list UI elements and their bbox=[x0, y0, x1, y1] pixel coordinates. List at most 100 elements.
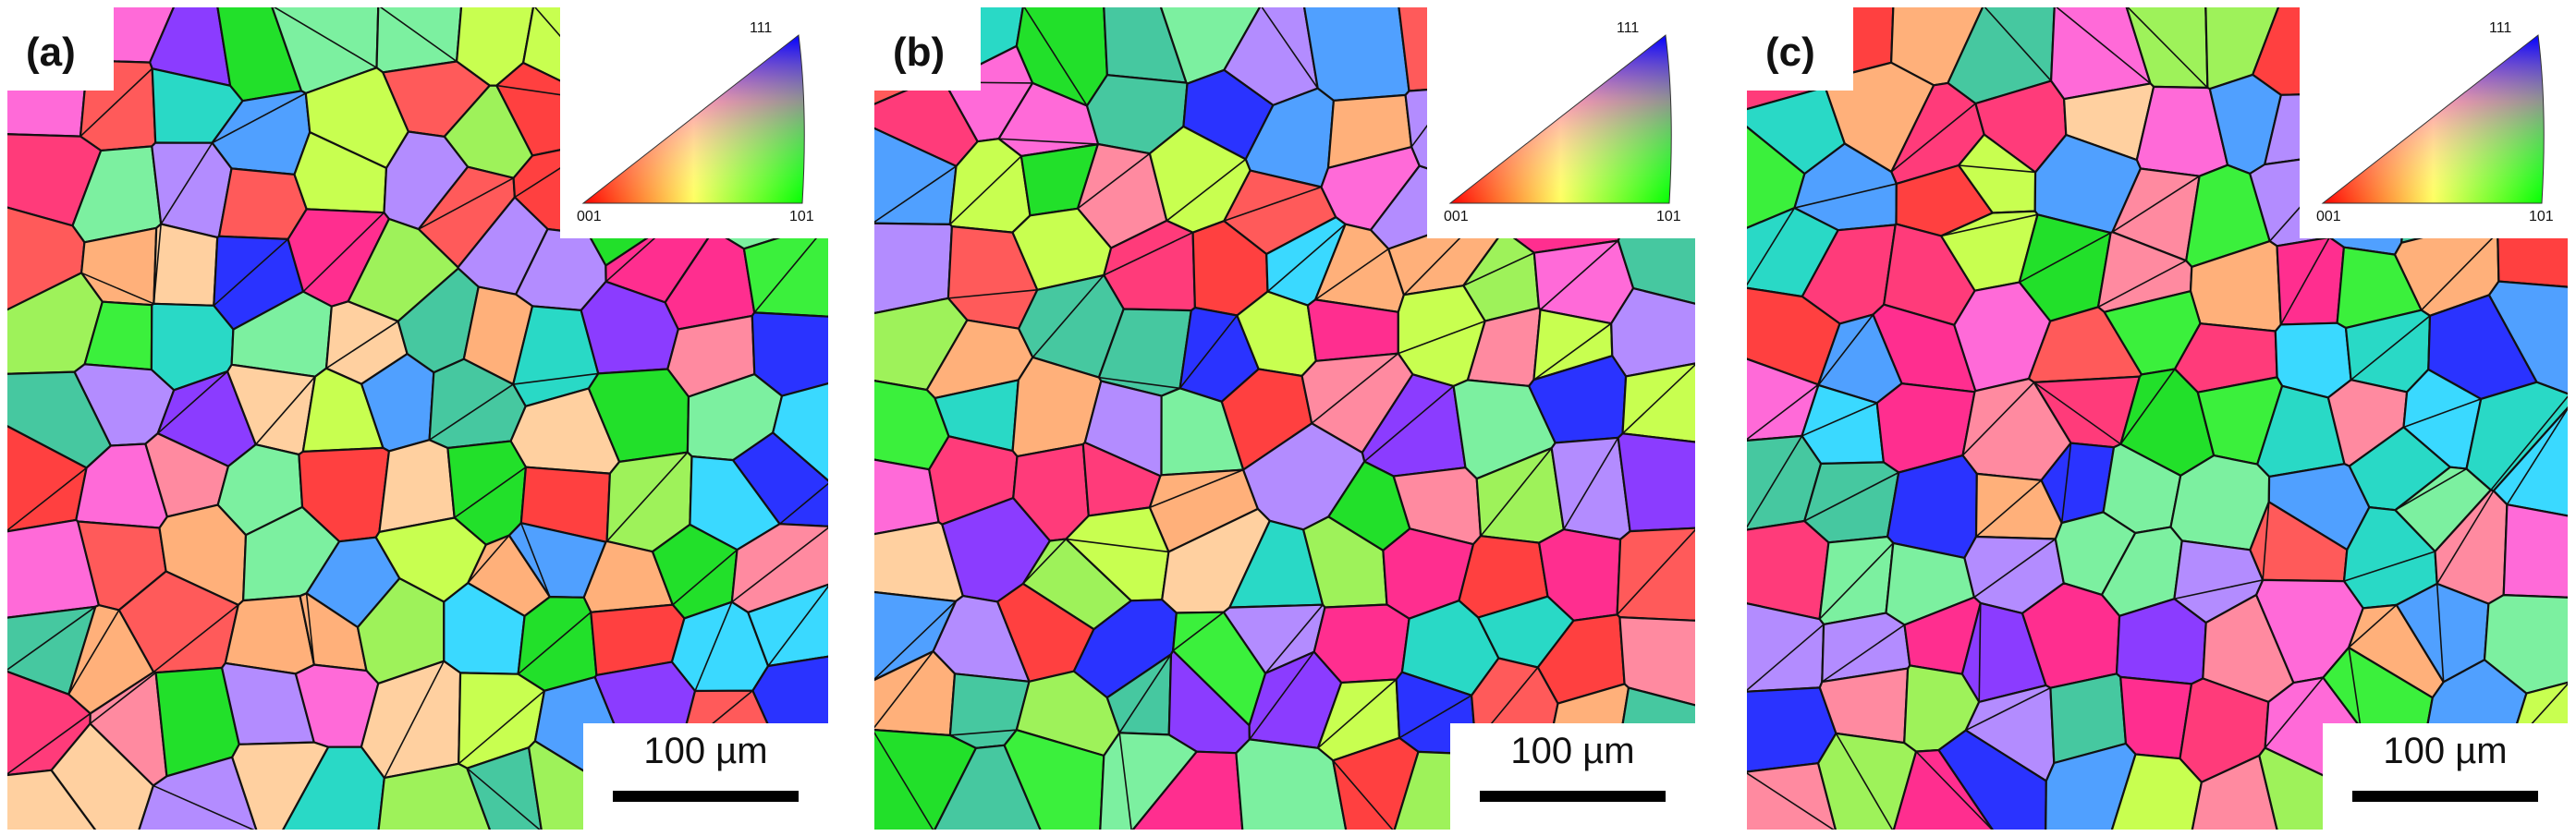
twin-boundary bbox=[466, 768, 541, 830]
twin-boundary bbox=[2174, 579, 2264, 600]
twin-boundary bbox=[7, 466, 88, 531]
twin-boundary bbox=[1803, 471, 1899, 522]
twin-boundary bbox=[1098, 376, 1180, 390]
ipf-legend: 111 001 101 bbox=[1427, 7, 1695, 238]
twin-boundary bbox=[1563, 437, 1619, 530]
twin-boundary bbox=[458, 690, 545, 765]
ipf-label-111: 111 bbox=[1617, 20, 1640, 36]
twin-boundary bbox=[2436, 583, 2445, 683]
ipf-triangle bbox=[2321, 34, 2545, 204]
grain bbox=[2115, 598, 2207, 685]
twin-boundary bbox=[2127, 7, 2208, 89]
panel-label: (c) bbox=[1765, 30, 1815, 75]
grain bbox=[1617, 432, 1695, 533]
twin-boundary bbox=[606, 452, 689, 542]
twin-boundary bbox=[1817, 314, 1874, 386]
ipf-triangle-overlay bbox=[581, 34, 805, 204]
grain bbox=[2502, 503, 2568, 599]
twin-boundary bbox=[2060, 442, 2072, 524]
twin-boundary bbox=[874, 165, 957, 224]
ipf-triangle bbox=[1448, 34, 1672, 204]
twin-boundary bbox=[520, 522, 551, 598]
scale-bar: 100 µm bbox=[1450, 723, 1695, 830]
twin-boundary bbox=[1032, 274, 1105, 358]
twin-boundary bbox=[153, 604, 239, 673]
twin-boundary bbox=[418, 177, 514, 230]
grain-map bbox=[7, 7, 828, 830]
twin-boundary bbox=[79, 67, 153, 138]
twin-boundary bbox=[153, 224, 162, 304]
ipf-label-101: 101 bbox=[789, 209, 814, 224]
twin-boundary bbox=[1314, 248, 1389, 301]
twin-boundary bbox=[2348, 604, 2398, 648]
twin-boundary bbox=[2033, 382, 2121, 445]
scale-bar-label: 100 µm bbox=[643, 731, 768, 771]
twin-boundary bbox=[1023, 7, 1088, 106]
twin-boundary bbox=[2097, 260, 2187, 309]
twin-boundary bbox=[1317, 678, 1398, 749]
twin-boundary bbox=[90, 672, 157, 725]
twin-boundary bbox=[2490, 395, 2568, 491]
twin-boundary bbox=[2343, 551, 2436, 582]
twin-boundary bbox=[80, 272, 154, 305]
twin-boundary bbox=[2436, 490, 2495, 585]
twin-boundary bbox=[1118, 653, 1172, 733]
twin-boundary bbox=[1794, 183, 1898, 209]
twin-boundary bbox=[1266, 224, 1347, 293]
scale-bar-label: 100 µm bbox=[2383, 731, 2508, 771]
twin-boundary bbox=[1166, 158, 1247, 222]
grain bbox=[378, 439, 456, 534]
twin-boundary bbox=[1747, 624, 1825, 692]
twin-boundary bbox=[874, 731, 934, 830]
twin-boundary bbox=[1066, 538, 1169, 553]
grain bbox=[2276, 236, 2346, 326]
twin-boundary bbox=[213, 238, 289, 307]
twin-boundary bbox=[7, 712, 92, 775]
twin-boundary bbox=[1801, 402, 1878, 437]
twin-boundary bbox=[1172, 612, 1225, 652]
twin-boundary bbox=[1480, 447, 1553, 537]
ipf-label-101: 101 bbox=[2529, 209, 2554, 224]
ebsd-panel-a: (a) 111 001 101 100 µm bbox=[7, 7, 828, 830]
grain bbox=[2487, 280, 2568, 395]
twin-boundary bbox=[874, 650, 934, 729]
twin-boundary bbox=[1398, 320, 1485, 355]
ebsd-panel-c: (c) 111 001 101 100 µm bbox=[1747, 7, 2568, 830]
twin-boundary bbox=[2403, 398, 2482, 429]
twin-boundary bbox=[273, 7, 377, 68]
twin-boundary bbox=[949, 155, 1022, 225]
ipf-legend: 111 001 101 bbox=[2300, 7, 2568, 238]
twin-boundary bbox=[7, 606, 96, 671]
twin-boundary bbox=[694, 601, 733, 692]
panel-label-box: (b) bbox=[874, 7, 981, 91]
ipf-triangle bbox=[581, 34, 805, 204]
twin-boundary bbox=[672, 549, 739, 606]
twin-boundary bbox=[1022, 538, 1067, 585]
twin-boundary bbox=[2056, 7, 2152, 85]
scale-bar: 100 µm bbox=[583, 723, 828, 830]
twin-boundary bbox=[1249, 651, 1315, 740]
ipf-label-101: 101 bbox=[1656, 209, 1681, 224]
twin-boundary bbox=[1835, 733, 1894, 830]
twin-boundary bbox=[67, 609, 120, 696]
grain bbox=[1550, 436, 1631, 541]
twin-boundary bbox=[1747, 207, 1796, 286]
twin-boundary bbox=[779, 482, 828, 525]
twin-boundary bbox=[1077, 152, 1151, 210]
twin-boundary bbox=[1747, 383, 1819, 441]
twin-boundary bbox=[1941, 213, 2038, 237]
twin-boundary bbox=[767, 585, 828, 667]
panel-label-box: (a) bbox=[7, 7, 114, 91]
twin-boundary bbox=[513, 372, 599, 385]
twin-boundary bbox=[2348, 647, 2362, 728]
twin-boundary bbox=[1821, 624, 1905, 683]
scale-bar-line bbox=[1480, 791, 1666, 802]
twin-boundary bbox=[379, 7, 458, 63]
twin-boundary bbox=[1264, 604, 1324, 674]
grain bbox=[1303, 7, 1410, 103]
twin-boundary bbox=[384, 660, 446, 779]
twin-boundary bbox=[1398, 695, 1472, 739]
grain bbox=[1802, 461, 1900, 544]
twin-boundary bbox=[1818, 542, 1894, 620]
grain bbox=[151, 141, 233, 239]
